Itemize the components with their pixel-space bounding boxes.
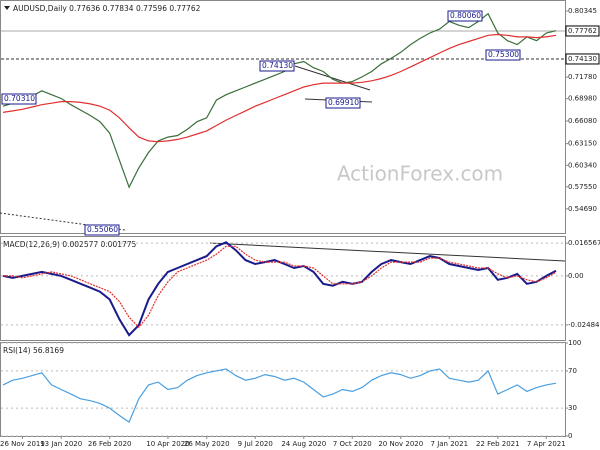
y-tick-label: 70 xyxy=(568,367,577,375)
series-line xyxy=(3,245,557,329)
x-tick-label: 24 Aug 2020 xyxy=(281,440,326,448)
y-tick-label: -0.02484 xyxy=(568,321,600,329)
series-line xyxy=(2,241,557,337)
price-box xyxy=(565,25,600,37)
y-tick-label: 30 xyxy=(568,404,577,412)
series-line xyxy=(2,33,557,143)
rsi-panel xyxy=(0,342,566,437)
annotation-box xyxy=(84,224,120,236)
x-tick-label: 13 Jan 2020 xyxy=(40,440,82,448)
annotation: 0.55060 xyxy=(87,225,118,234)
annotation-box xyxy=(485,49,521,61)
price-box-label: 0.77762 xyxy=(568,27,597,35)
x-tick-label: 20 Nov 2020 xyxy=(378,440,423,448)
panel-title: AUDUSD,Daily 0.77636 0.77834 0.77596 0.7… xyxy=(13,4,201,13)
y-tick-label: 0.80345 xyxy=(568,7,597,15)
x-tick-label: 26 Nov 2019 xyxy=(0,440,45,448)
menu-triangle xyxy=(4,6,10,10)
annotation: 0.69910 xyxy=(328,98,359,107)
panel-title: RSI(14) 56.8169 xyxy=(3,346,64,355)
price-panel xyxy=(0,0,566,234)
annotation-box xyxy=(447,10,483,22)
series-line xyxy=(2,12,557,189)
annotation-box xyxy=(259,60,295,72)
price-box-label: 0.74130 xyxy=(568,55,597,63)
x-tick-label: 26 Feb 2020 xyxy=(88,440,132,448)
x-tick-label: 7 Apr 2021 xyxy=(527,440,566,448)
annotation: 0.70310 xyxy=(4,94,35,103)
panel-title: MACD(12,26,9) 0.002577 0.001775 xyxy=(3,240,137,249)
y-tick-label: 0.54690 xyxy=(568,205,597,213)
annotation-box xyxy=(325,97,361,109)
y-tick-label: 0.00 xyxy=(568,272,584,280)
watermark: ActionForex.com xyxy=(337,162,503,186)
x-tick-label: 7 Jan 2021 xyxy=(431,440,469,448)
x-tick-label: 9 Jul 2020 xyxy=(238,440,273,448)
x-tick-label: 26 May 2020 xyxy=(184,440,230,448)
x-tick-label: 22 Feb 2021 xyxy=(476,440,520,448)
trend-line xyxy=(294,65,371,91)
y-tick-label: 100 xyxy=(568,339,581,347)
x-tick-label: 7 Oct 2020 xyxy=(333,440,372,448)
y-tick-label: 0.66080 xyxy=(568,117,597,125)
series-line xyxy=(2,368,557,424)
y-tick-label: 0.63150 xyxy=(568,140,597,148)
annotation: 0.75300 xyxy=(488,50,519,59)
price-box xyxy=(565,53,600,65)
annotation: 0.74130 xyxy=(262,61,293,70)
x-tick-label: 10 Apr 2020 xyxy=(146,440,189,448)
y-tick-label: 0.68980 xyxy=(568,95,597,103)
y-tick-label: 0.60340 xyxy=(568,161,597,169)
macd-panel xyxy=(0,236,566,341)
y-tick-label: 0.71780 xyxy=(568,73,597,81)
y-tick-label: 0 xyxy=(568,432,572,440)
y-tick-label: 0.57550 xyxy=(568,183,597,191)
annotation: 0.80060 xyxy=(450,11,481,20)
trend-line xyxy=(209,242,566,262)
annotation-box xyxy=(1,93,37,105)
y-tick-label: 0.016567 xyxy=(568,239,600,247)
